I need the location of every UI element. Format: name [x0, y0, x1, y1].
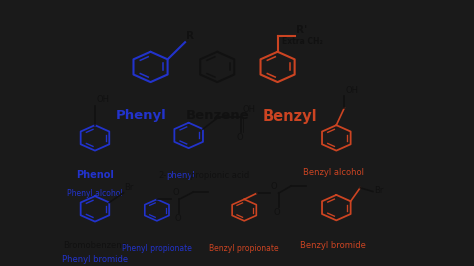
Text: Benzyl: Benzyl [263, 109, 318, 123]
Text: O: O [273, 208, 280, 217]
Text: Phenyl alcohol: Phenyl alcohol [67, 189, 123, 198]
Text: 2-: 2- [158, 171, 166, 180]
Text: Phenol: Phenol [76, 170, 114, 180]
Text: propionic acid: propionic acid [190, 171, 249, 180]
Text: Phenyl: Phenyl [116, 109, 166, 122]
Text: O: O [172, 188, 179, 197]
Text: OH: OH [97, 95, 109, 104]
Text: R': R' [296, 25, 307, 35]
Text: OH: OH [346, 86, 359, 95]
Text: O: O [174, 214, 181, 223]
Text: O: O [236, 134, 243, 143]
Text: phenyl: phenyl [166, 171, 195, 180]
Text: OH: OH [243, 105, 255, 114]
Text: Benzyl alcohol: Benzyl alcohol [303, 168, 364, 177]
Text: R: R [186, 31, 194, 41]
Text: Br: Br [125, 183, 134, 192]
Text: Benzyl propionate: Benzyl propionate [210, 244, 279, 253]
Text: Bromobenzene: Bromobenzene [63, 241, 127, 250]
Text: Benzyl bromide: Benzyl bromide [300, 241, 366, 250]
Text: Phenyl propionate: Phenyl propionate [122, 244, 192, 253]
Text: O: O [271, 182, 277, 191]
Text: Phenyl bromide: Phenyl bromide [62, 255, 128, 264]
Text: Benzene: Benzene [185, 109, 249, 122]
Text: Extra CH₂: Extra CH₂ [283, 38, 323, 47]
Text: Br: Br [374, 186, 383, 195]
